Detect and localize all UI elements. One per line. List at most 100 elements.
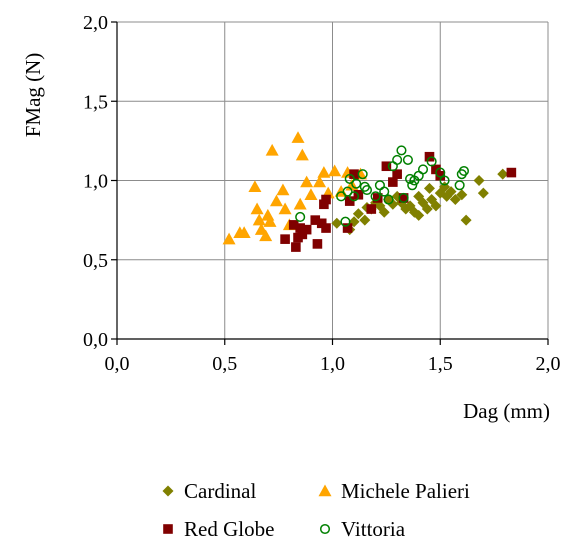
data-point: [263, 215, 277, 227]
y-tick-label: 1,5: [83, 91, 108, 113]
data-point: [370, 191, 381, 202]
x-tick-label: 0,0: [105, 353, 130, 375]
data-markers: [222, 131, 517, 252]
data-point: [344, 173, 355, 184]
legend: Cardinal Michele Palieri Red Globe Vittoria: [162, 479, 470, 541]
data-point: [312, 239, 323, 249]
y-tick-label: 0,5: [83, 250, 108, 272]
x-axis-title: Dag (mm): [463, 399, 550, 423]
data-point: [372, 193, 383, 203]
data-point: [405, 173, 416, 184]
data-point: [349, 169, 359, 179]
data-point: [361, 184, 373, 196]
data-point: [398, 193, 409, 203]
data-point: [430, 200, 442, 212]
x-tick-label: 1,5: [428, 353, 453, 375]
legend-label: Michele Palieri: [341, 479, 470, 503]
data-point: [276, 183, 290, 196]
data-point: [381, 161, 392, 172]
data-point: [402, 154, 413, 165]
data-point: [331, 217, 343, 229]
legend-item: Vittoria: [319, 517, 406, 541]
data-point: [435, 170, 446, 181]
data-point: [383, 194, 394, 205]
legend-label: Cardinal: [184, 479, 256, 503]
data-point: [278, 202, 292, 215]
data-point: [313, 175, 327, 188]
data-point: [357, 169, 368, 180]
data-point: [458, 165, 470, 177]
data-point: [351, 178, 362, 189]
y-tick-label: 1,0: [83, 171, 108, 193]
y-tick-label: 2,0: [83, 12, 108, 34]
data-point: [392, 154, 403, 165]
data-point: [396, 145, 407, 156]
data-point: [435, 167, 446, 178]
data-point: [288, 220, 299, 230]
x-tick-label: 0,5: [212, 353, 237, 375]
data-point: [473, 175, 485, 186]
data-point: [280, 234, 290, 244]
data-point: [407, 180, 418, 191]
data-point: [398, 192, 409, 203]
data-point: [423, 182, 435, 194]
y-axis-title: FMag (N): [21, 53, 45, 138]
data-point: [506, 167, 517, 178]
data-point: [413, 209, 425, 221]
legend-marker: [319, 523, 331, 535]
x-tick-label: 2,0: [536, 353, 561, 375]
data-point: [445, 186, 457, 198]
data-point: [379, 186, 390, 197]
data-point: [477, 187, 489, 199]
data-point: [387, 198, 399, 210]
data-point: [295, 148, 309, 161]
data-point: [250, 202, 264, 215]
data-point: [497, 168, 509, 180]
legend-item: Michele Palieri: [318, 479, 470, 503]
data-point: [328, 164, 342, 177]
data-point: [301, 224, 312, 235]
data-point: [295, 211, 306, 223]
data-point: [342, 186, 353, 197]
data-point: [449, 194, 461, 206]
data-point: [248, 180, 262, 193]
legend-label: Red Globe: [184, 517, 274, 541]
data-point: [352, 208, 364, 220]
data-point: [304, 188, 318, 200]
data-point: [359, 214, 371, 226]
data-point: [321, 194, 331, 205]
data-point: [269, 194, 283, 207]
data-point: [388, 177, 398, 187]
axes: 0,0 0,5 1,0 1,5 2,0 0,0 0,5 1,0 1,5 2,0: [83, 12, 561, 375]
data-point: [252, 213, 266, 226]
legend-marker: [163, 524, 173, 534]
data-point: [344, 196, 355, 206]
data-point: [431, 164, 441, 175]
x-tick-label: 1,0: [320, 353, 345, 375]
data-point: [291, 242, 301, 252]
data-point: [424, 151, 435, 162]
data-point: [265, 143, 279, 156]
data-point: [321, 223, 331, 233]
data-point: [261, 208, 275, 221]
data-point: [310, 215, 321, 225]
legend-item: Red Globe: [163, 517, 274, 541]
data-point: [336, 191, 347, 202]
data-point: [366, 204, 377, 214]
data-point: [295, 223, 305, 233]
data-point: [426, 156, 437, 167]
data-point: [293, 197, 307, 210]
data-point: [237, 226, 251, 239]
data-point: [342, 223, 353, 233]
data-point: [349, 191, 360, 202]
series-4: [295, 145, 470, 227]
y-tick-label: 0,0: [83, 329, 108, 351]
data-point: [317, 166, 331, 178]
data-point: [460, 214, 472, 226]
data-point: [340, 216, 351, 227]
data-point: [454, 180, 465, 191]
data-point: [456, 189, 468, 201]
data-point: [259, 229, 273, 242]
legend-marker: [318, 484, 332, 497]
